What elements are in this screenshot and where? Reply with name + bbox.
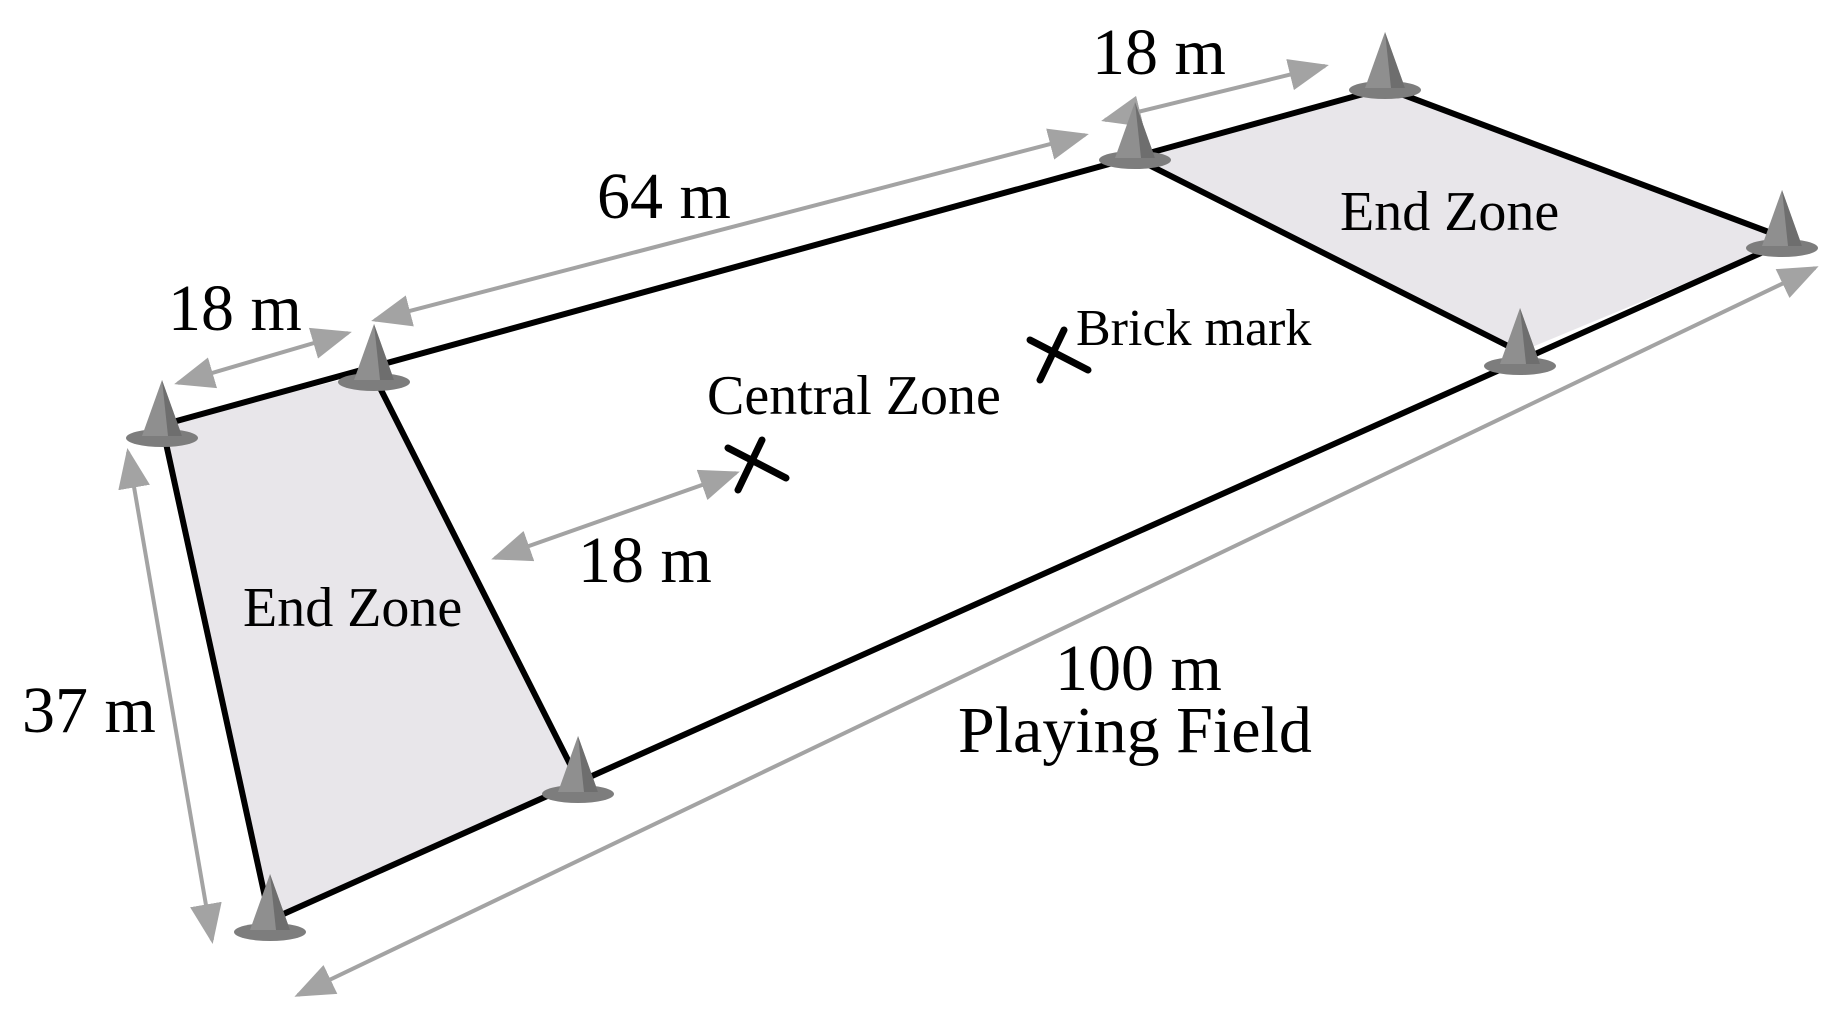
label-64m: 64 m bbox=[597, 160, 731, 233]
label-playing-field: Playing Field bbox=[958, 694, 1312, 767]
label-18m-right: 18 m bbox=[1092, 16, 1226, 89]
arrow-100m bbox=[294, 266, 1819, 997]
cone-icon bbox=[1099, 102, 1171, 169]
label-brick-mark: Brick mark bbox=[1076, 300, 1311, 357]
label-end-zone-left: End Zone bbox=[243, 577, 462, 639]
label-end-zone-right: End Zone bbox=[1340, 181, 1559, 243]
cone-icon bbox=[1746, 190, 1818, 257]
end-zone-left-area bbox=[162, 372, 578, 920]
x-mark-icon bbox=[724, 436, 790, 494]
label-18m-brick: 18 m bbox=[578, 524, 712, 597]
cone-icon bbox=[126, 380, 198, 447]
dimension-arrows bbox=[118, 59, 1819, 997]
cone-icon bbox=[1349, 32, 1421, 99]
label-central-zone: Central Zone bbox=[707, 365, 1001, 427]
label-18m-left: 18 m bbox=[168, 272, 302, 345]
label-37m: 37 m bbox=[22, 674, 156, 747]
arrow-18m-right bbox=[1101, 59, 1329, 127]
arrow-18m-brick bbox=[491, 469, 740, 562]
arrow-37m bbox=[118, 448, 222, 944]
x-mark-icon bbox=[1026, 326, 1092, 384]
label-100m: 100 m bbox=[1055, 632, 1222, 705]
